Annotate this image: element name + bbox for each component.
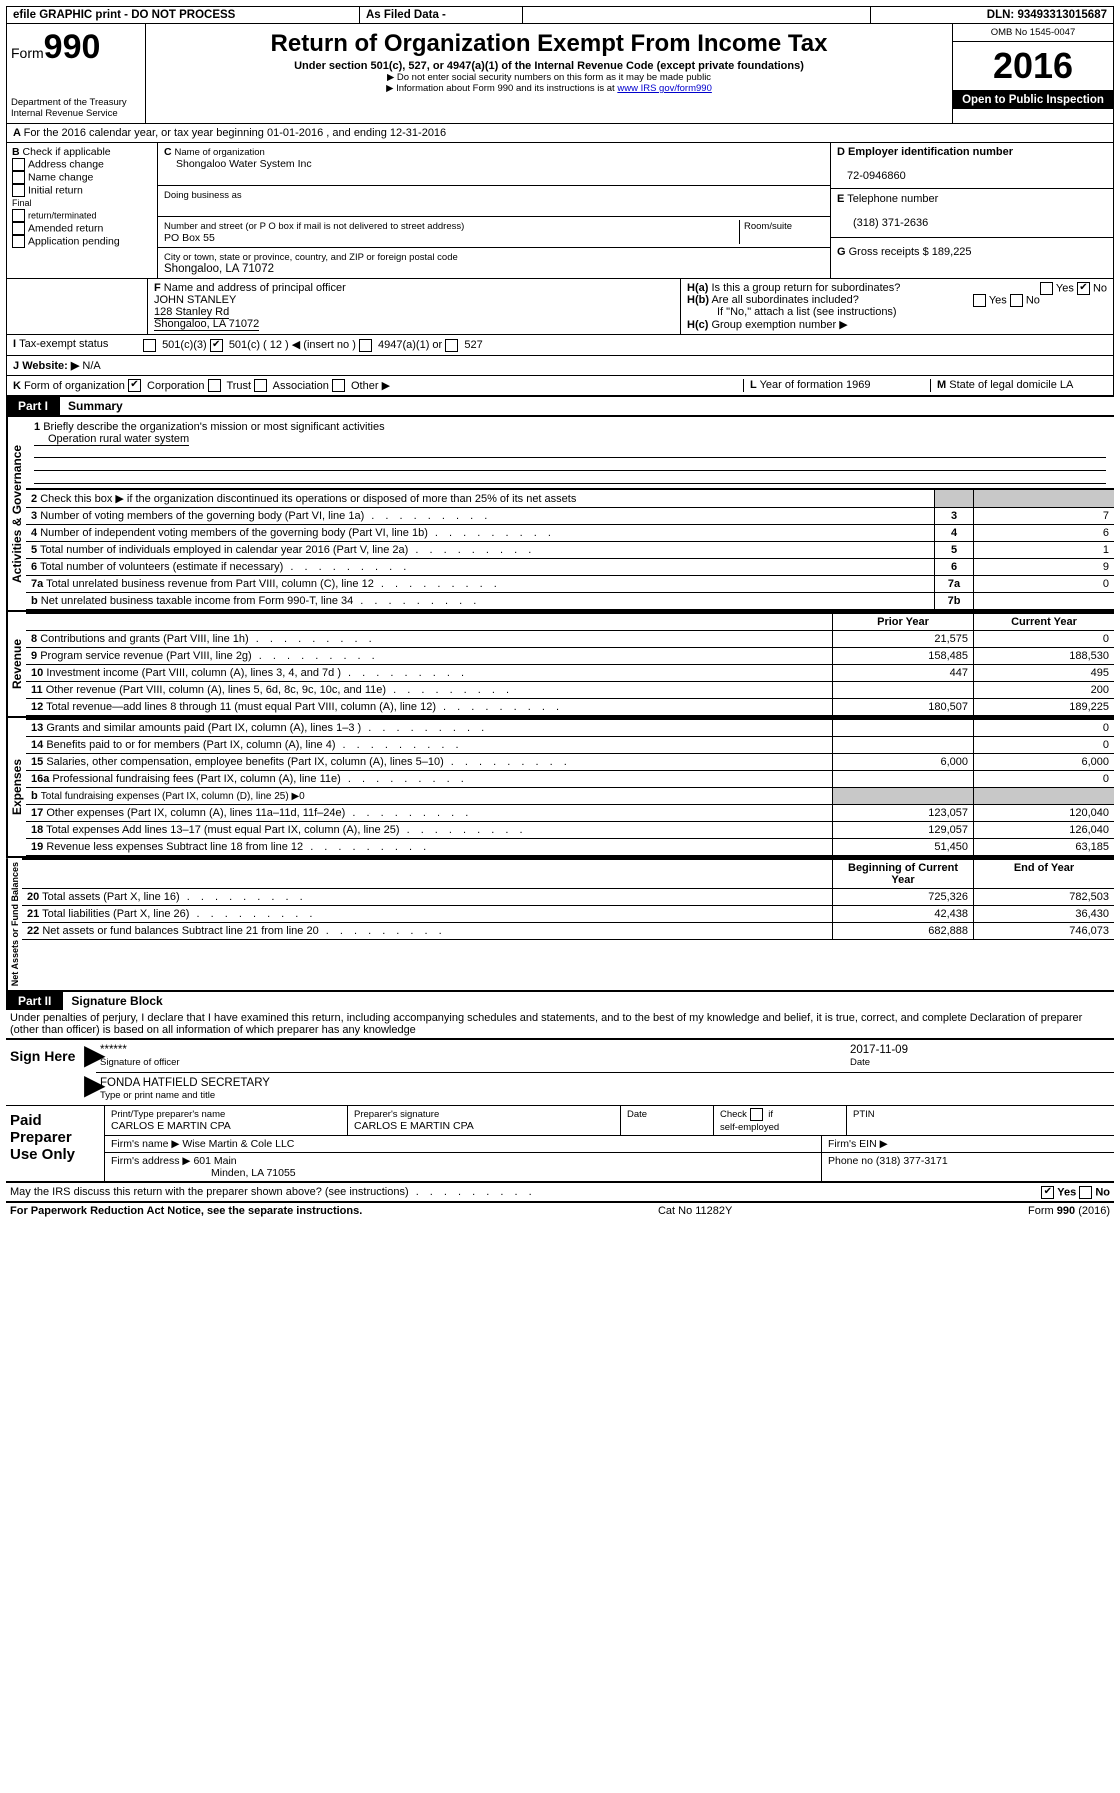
- section-d-e-g: D Employer identification number 72-0946…: [830, 143, 1113, 278]
- as-filed: As Filed Data -: [360, 7, 523, 24]
- section-c: C Name of organization Shongaloo Water S…: [158, 143, 830, 278]
- line-a: A For the 2016 calendar year, or tax yea…: [6, 124, 1114, 143]
- section-b: B Check if applicable Address change Nam…: [7, 143, 158, 278]
- part-ii-header: Part II Signature Block: [6, 990, 1114, 1010]
- line-klm: K Form of organization ✔ Corporation Tru…: [6, 376, 1114, 397]
- entity-block: B Check if applicable Address change Nam…: [6, 143, 1114, 279]
- activities-governance: Activities & Governance 1 Briefly descri…: [6, 415, 1114, 610]
- line-j: J Website: ▶ N/A: [6, 356, 1114, 376]
- line-i: I Tax-exempt status 501(c)(3) ✔ 501(c) (…: [6, 335, 1114, 356]
- form-title: Return of Organization Exempt From Incom…: [150, 30, 948, 58]
- discuss-line: May the IRS discuss this return with the…: [6, 1183, 1114, 1201]
- section-h: H(a) Is this a group return for subordin…: [680, 279, 1113, 334]
- top-bar: efile GRAPHIC print - DO NOT PROCESS As …: [6, 6, 1114, 24]
- perjury-statement: Under penalties of perjury, I declare th…: [6, 1010, 1114, 1038]
- dln: DLN: 93493313015687: [871, 7, 1114, 24]
- tax-year: 2016: [953, 42, 1113, 91]
- section-f: F Name and address of principal officer …: [148, 279, 680, 334]
- open-public: Open to Public Inspection: [953, 91, 1113, 109]
- omb: OMB No 1545-0047: [953, 24, 1113, 42]
- dept-treasury: Department of the Treasury: [11, 97, 141, 108]
- page-footer: For Paperwork Reduction Act Notice, see …: [6, 1201, 1114, 1219]
- note-instructions: ▶ Information about Form 990 and its ins…: [150, 83, 948, 94]
- net-assets-section: Net Assets or Fund Balances Beginning of…: [6, 856, 1114, 990]
- irs-link[interactable]: www IRS gov/form990: [617, 83, 712, 94]
- expenses-section: Expenses 13 Grants and similar amounts p…: [6, 716, 1114, 856]
- irs: Internal Revenue Service: [11, 108, 141, 119]
- note-ssn: ▶ Do not enter social security numbers o…: [150, 72, 948, 83]
- form-header: Form990 Department of the Treasury Inter…: [6, 24, 1114, 124]
- form-subtitle: Under section 501(c), 527, or 4947(a)(1)…: [150, 60, 948, 72]
- paid-preparer-block: Paid Preparer Use Only Print/Type prepar…: [6, 1106, 1114, 1183]
- sign-here-block: Sign Here ▶▶ ******Signature of officer …: [6, 1038, 1114, 1106]
- form-number: Form990: [11, 28, 141, 67]
- revenue-section: Revenue Prior YearCurrent Year 8 Contrib…: [6, 610, 1114, 716]
- part-i-header: Part I Summary: [6, 396, 1114, 415]
- efile-notice: efile GRAPHIC print - DO NOT PROCESS: [7, 7, 360, 24]
